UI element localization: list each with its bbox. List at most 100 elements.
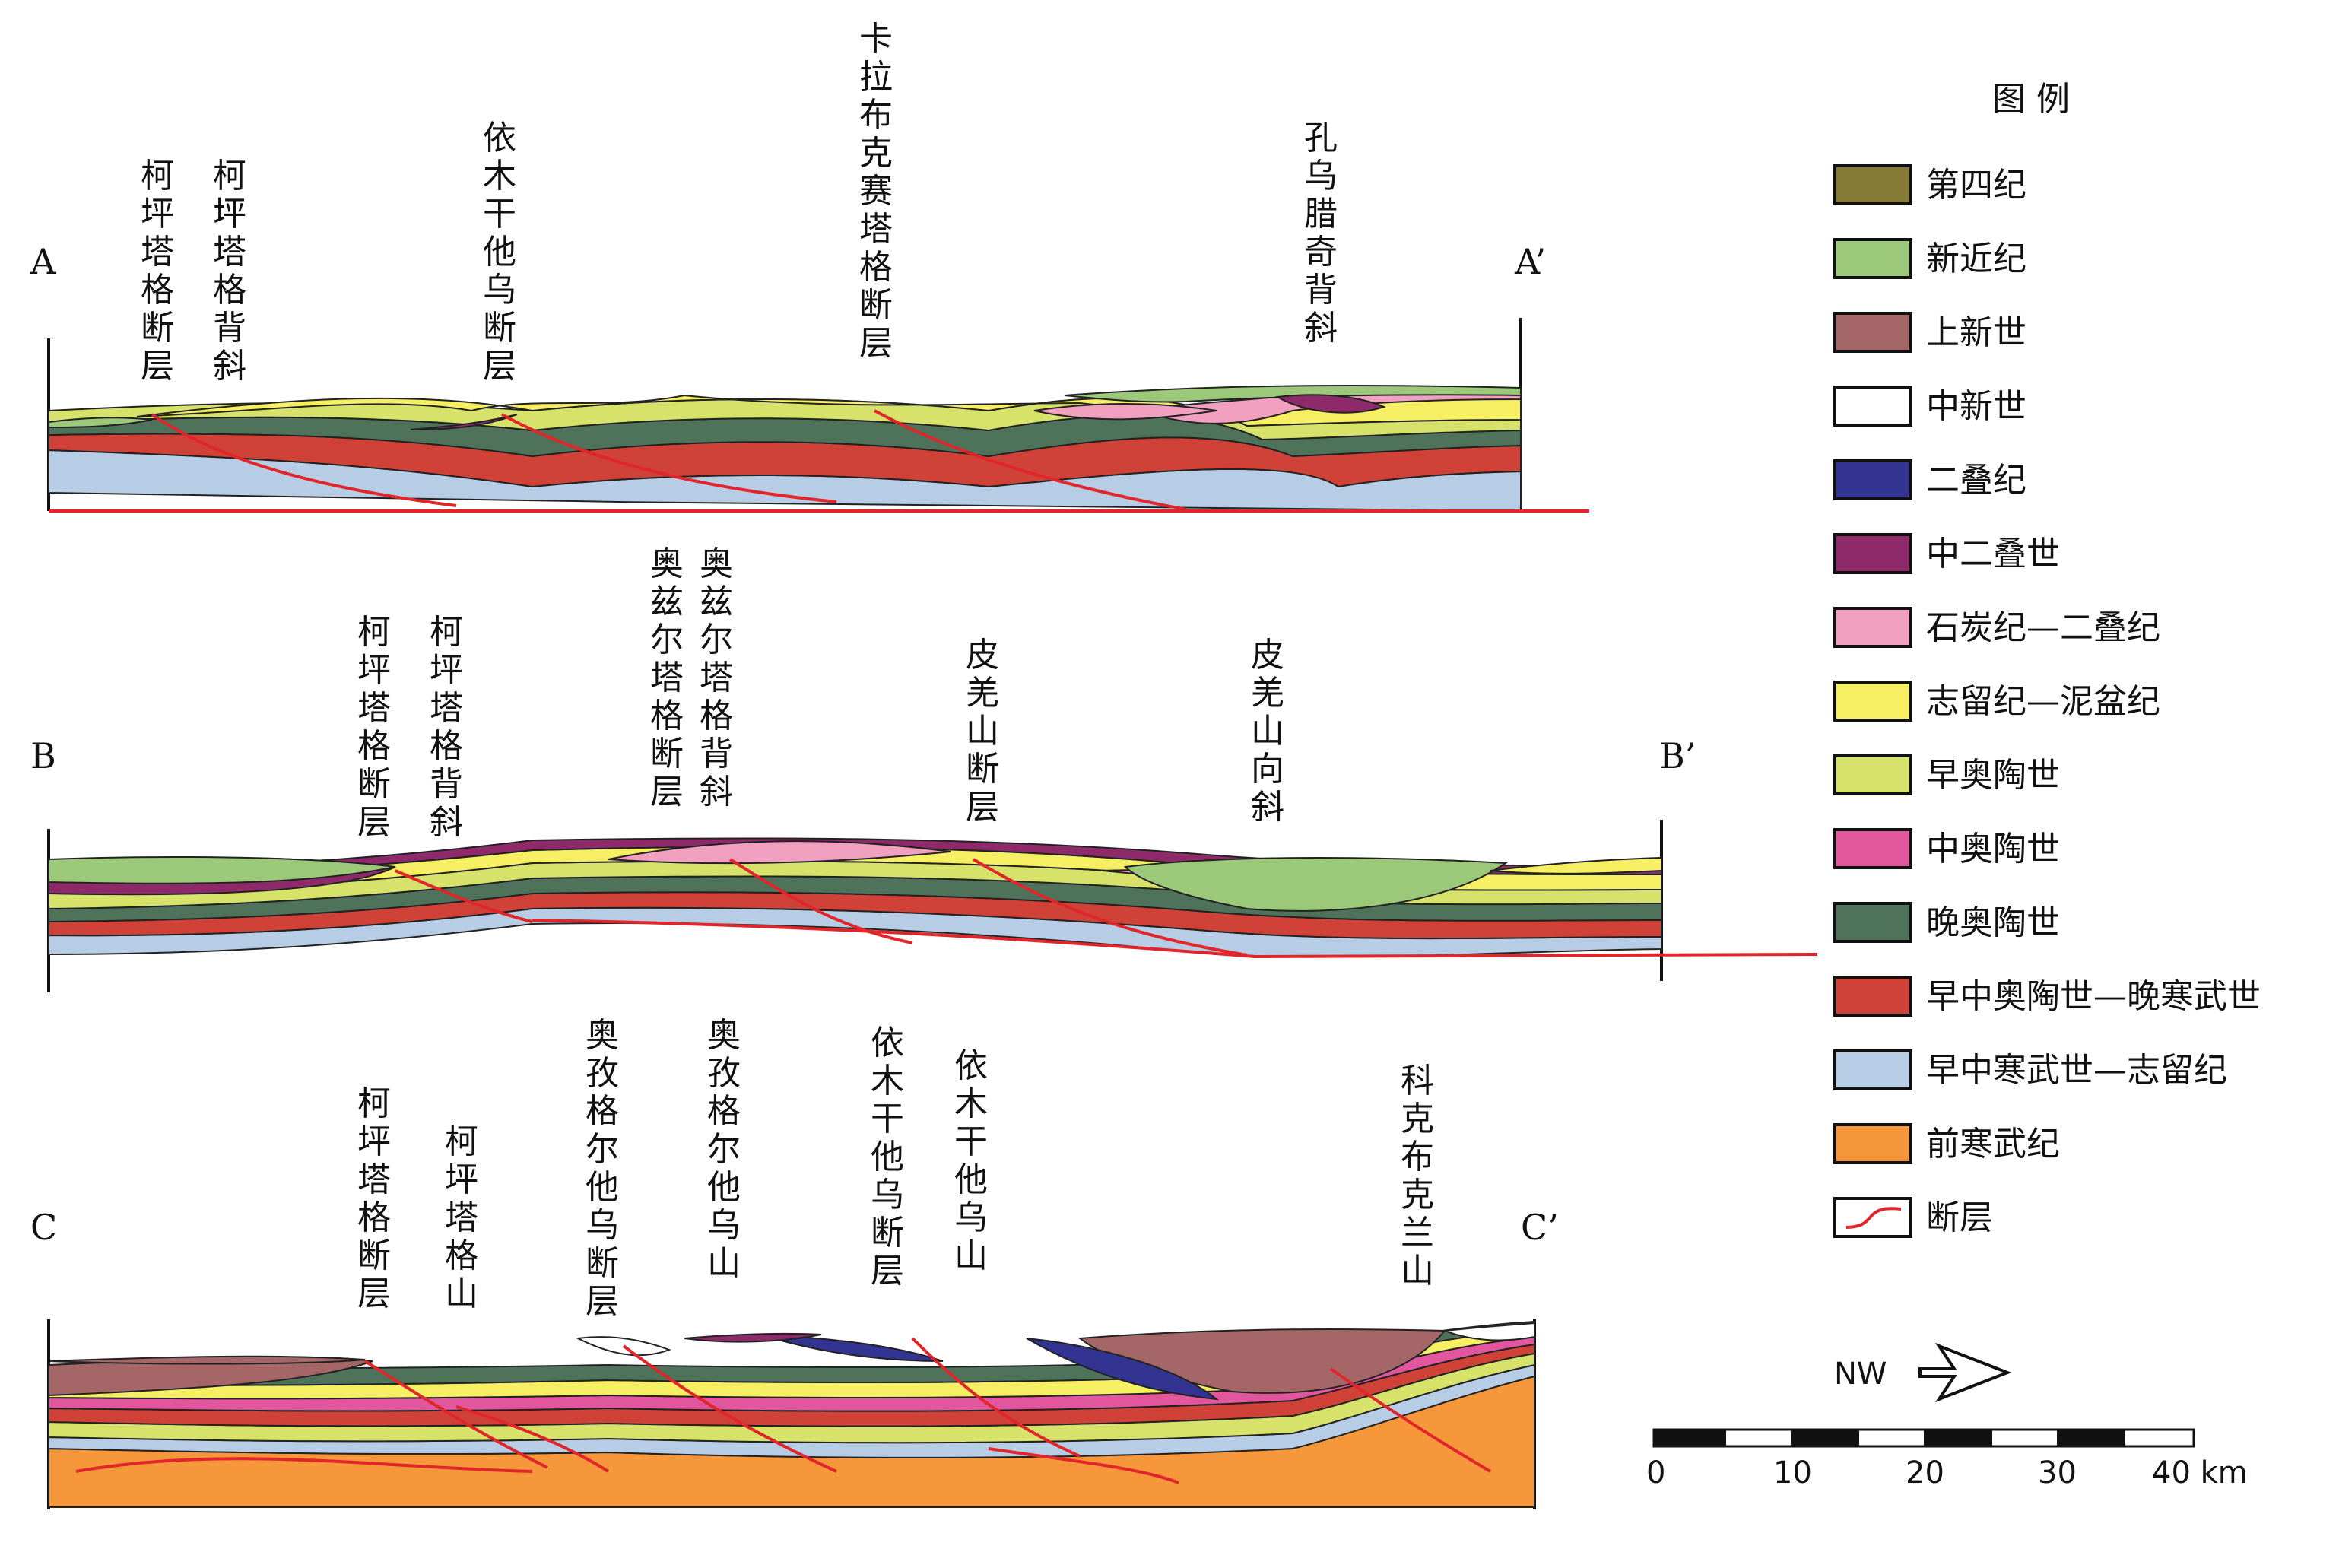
layer-neogene-west	[48, 417, 153, 429]
legend-label: 中二叠世	[1926, 535, 2060, 573]
legend-swatch	[1833, 607, 1912, 648]
fault	[728, 858, 913, 944]
legend-item: 中奥陶世	[1833, 828, 2060, 869]
legend-item: 早中奥陶世—晚寒武世	[1833, 976, 2261, 1017]
layer-carb-perm	[608, 840, 951, 865]
section-c-layers	[48, 1320, 1535, 1508]
fault	[874, 409, 1187, 511]
scale-tick-20: 20	[1906, 1455, 1944, 1490]
legend-label: 新近纪	[1926, 240, 2026, 278]
label-kepingtage-fault-a: 柯坪塔格断层	[141, 157, 174, 386]
scale-tick-10: 10	[1773, 1455, 1812, 1490]
label-aozigeertawu-fault-c: 奥孜格尔他乌断层	[586, 1016, 619, 1321]
section-a-start-label: A	[30, 241, 56, 282]
fault	[395, 869, 533, 923]
label-aozierage-fault-b: 奥兹尔塔格断层	[650, 544, 684, 811]
legend-label: 早中奥陶世—晚寒武世	[1926, 977, 2261, 1016]
legend-label: 中奥陶世	[1926, 830, 2060, 868]
legend-swatch	[1833, 681, 1912, 722]
legend-label: 石炭纪—二叠纪	[1926, 608, 2160, 647]
label-aozierage-anticline-b: 奥兹尔塔格背斜	[700, 544, 733, 811]
layer-neogene-syncline	[1123, 857, 1508, 912]
legend-swatch	[1833, 754, 1912, 795]
fault	[972, 858, 1248, 957]
section-c-end-label: C’	[1521, 1207, 1559, 1248]
north-label: NW	[1834, 1357, 1887, 1392]
fault	[911, 1337, 1081, 1458]
legend-swatch	[1833, 238, 1912, 279]
fault	[151, 413, 457, 507]
layer-mid-perm	[684, 1332, 822, 1343]
scale-bar-segment	[1654, 1430, 1726, 1446]
legend-swatch	[1833, 1123, 1912, 1164]
layer-neogene	[1064, 385, 1522, 403]
layer-carb-perm-2	[1033, 403, 1217, 421]
legend-item: 石炭纪—二叠纪	[1833, 607, 2160, 648]
section-b: B B’ 柯坪塔格断层 柯坪	[30, 544, 1818, 992]
scale-tick-0: 0	[1646, 1455, 1665, 1490]
section-b-layers	[48, 837, 1662, 958]
legend-item: 志留纪—泥盆纪	[1833, 681, 2160, 722]
fault	[501, 413, 837, 503]
label-kalabukesaitage-fault-a: 卡拉布克赛塔格断层	[859, 20, 893, 363]
legend-swatch	[1833, 386, 1912, 427]
legend-label: 晚奥陶世	[1926, 903, 2060, 942]
legend-label: 早中寒武世—志留纪	[1926, 1051, 2227, 1090]
legend-label: 二叠纪	[1926, 461, 2026, 500]
layer-permian-2	[760, 1334, 944, 1362]
legend-item: 前寒武纪	[1833, 1123, 2060, 1164]
north-west-arrow-icon	[1918, 1342, 2012, 1403]
section-c-labels: 柯坪塔格断层 柯坪塔格山 奥孜格尔他乌断层 奥孜格尔他乌山 依木干他乌断层 依木…	[357, 1016, 1434, 1321]
legend-item: 上新世	[1833, 312, 2026, 353]
scale-bar: 0 10 20 30 40 km	[1646, 1428, 2248, 1490]
fault	[1329, 1367, 1492, 1473]
legend-swatch	[1833, 902, 1912, 943]
scale-bar-segment	[1791, 1430, 1859, 1446]
section-c-start-label: C	[30, 1207, 57, 1248]
section-a-faults	[49, 409, 1589, 513]
label-kekebukelan-mountain-c: 科克布克兰山	[1401, 1062, 1434, 1290]
label-kongwulaqi-anticline-a: 孔乌腊奇背斜	[1304, 119, 1338, 348]
fault	[455, 1405, 610, 1473]
legend-label: 早奥陶世	[1926, 756, 2060, 795]
fault	[75, 1457, 533, 1473]
legend-label: 志留纪—泥盆纪	[1926, 682, 2160, 721]
legend-swatch-fault	[1833, 1197, 1912, 1238]
label-kepingtage-anticline-b: 柯坪塔格背斜	[430, 613, 463, 842]
section-b-end-label: B’	[1659, 735, 1696, 776]
layer-sil-dev-east	[1490, 856, 1662, 874]
layer-mid-perm	[410, 414, 518, 430]
label-kepingtage-fault-b: 柯坪塔格断层	[357, 613, 391, 842]
legend-swatch	[1833, 1049, 1912, 1090]
label-yimugantawu-fault-a: 依木干他乌断层	[483, 119, 516, 386]
section-b-labels: 柯坪塔格断层 柯坪塔格背斜 奥兹尔塔格断层 奥兹尔塔格背斜 皮羌山断层 皮羌山向…	[357, 544, 1284, 842]
legend-swatch	[1833, 828, 1912, 869]
section-c-faults	[75, 1337, 1492, 1484]
legend-label: 上新世	[1926, 313, 2026, 352]
scale-bar-segment	[1924, 1430, 1992, 1446]
layer-permian	[1026, 1338, 1220, 1401]
legend-title: 图 例	[1992, 80, 2070, 119]
section-b-start-label: B	[30, 735, 56, 776]
label-yimugantawu-fault-c: 依木干他乌断层	[871, 1024, 904, 1290]
legend-swatch	[1833, 164, 1912, 205]
scale-bar-segment	[2057, 1430, 2125, 1446]
legend-swatch	[1833, 533, 1912, 574]
label-piqiangshan-syncline-b: 皮羌山向斜	[1251, 636, 1284, 827]
legend-label: 中新世	[1926, 387, 2026, 426]
section-a-end-label: A’	[1514, 241, 1546, 282]
legend-item: 第四纪	[1833, 164, 2026, 205]
legend-label: 断层	[1926, 1198, 1993, 1237]
label-yimugantawu-mountain-c: 依木干他乌山	[954, 1046, 988, 1275]
section-a-layers	[48, 385, 1522, 513]
label-aozigeertawu-mountain-c: 奥孜格尔他乌山	[707, 1016, 741, 1283]
legend-swatch	[1833, 459, 1912, 500]
scale-tick-last: 40 km	[2152, 1455, 2248, 1490]
legend-item: 早奥陶世	[1833, 754, 2060, 795]
layer-neogene-west-top	[48, 856, 396, 884]
legend-label: 前寒武纪	[1926, 1125, 2060, 1163]
legend-item: 早中寒武世—志留纪	[1833, 1049, 2227, 1090]
section-a: A A’ 柯坪塔格断层 柯坪塔格背斜 依木干他乌断层 卡拉布	[30, 20, 1589, 513]
